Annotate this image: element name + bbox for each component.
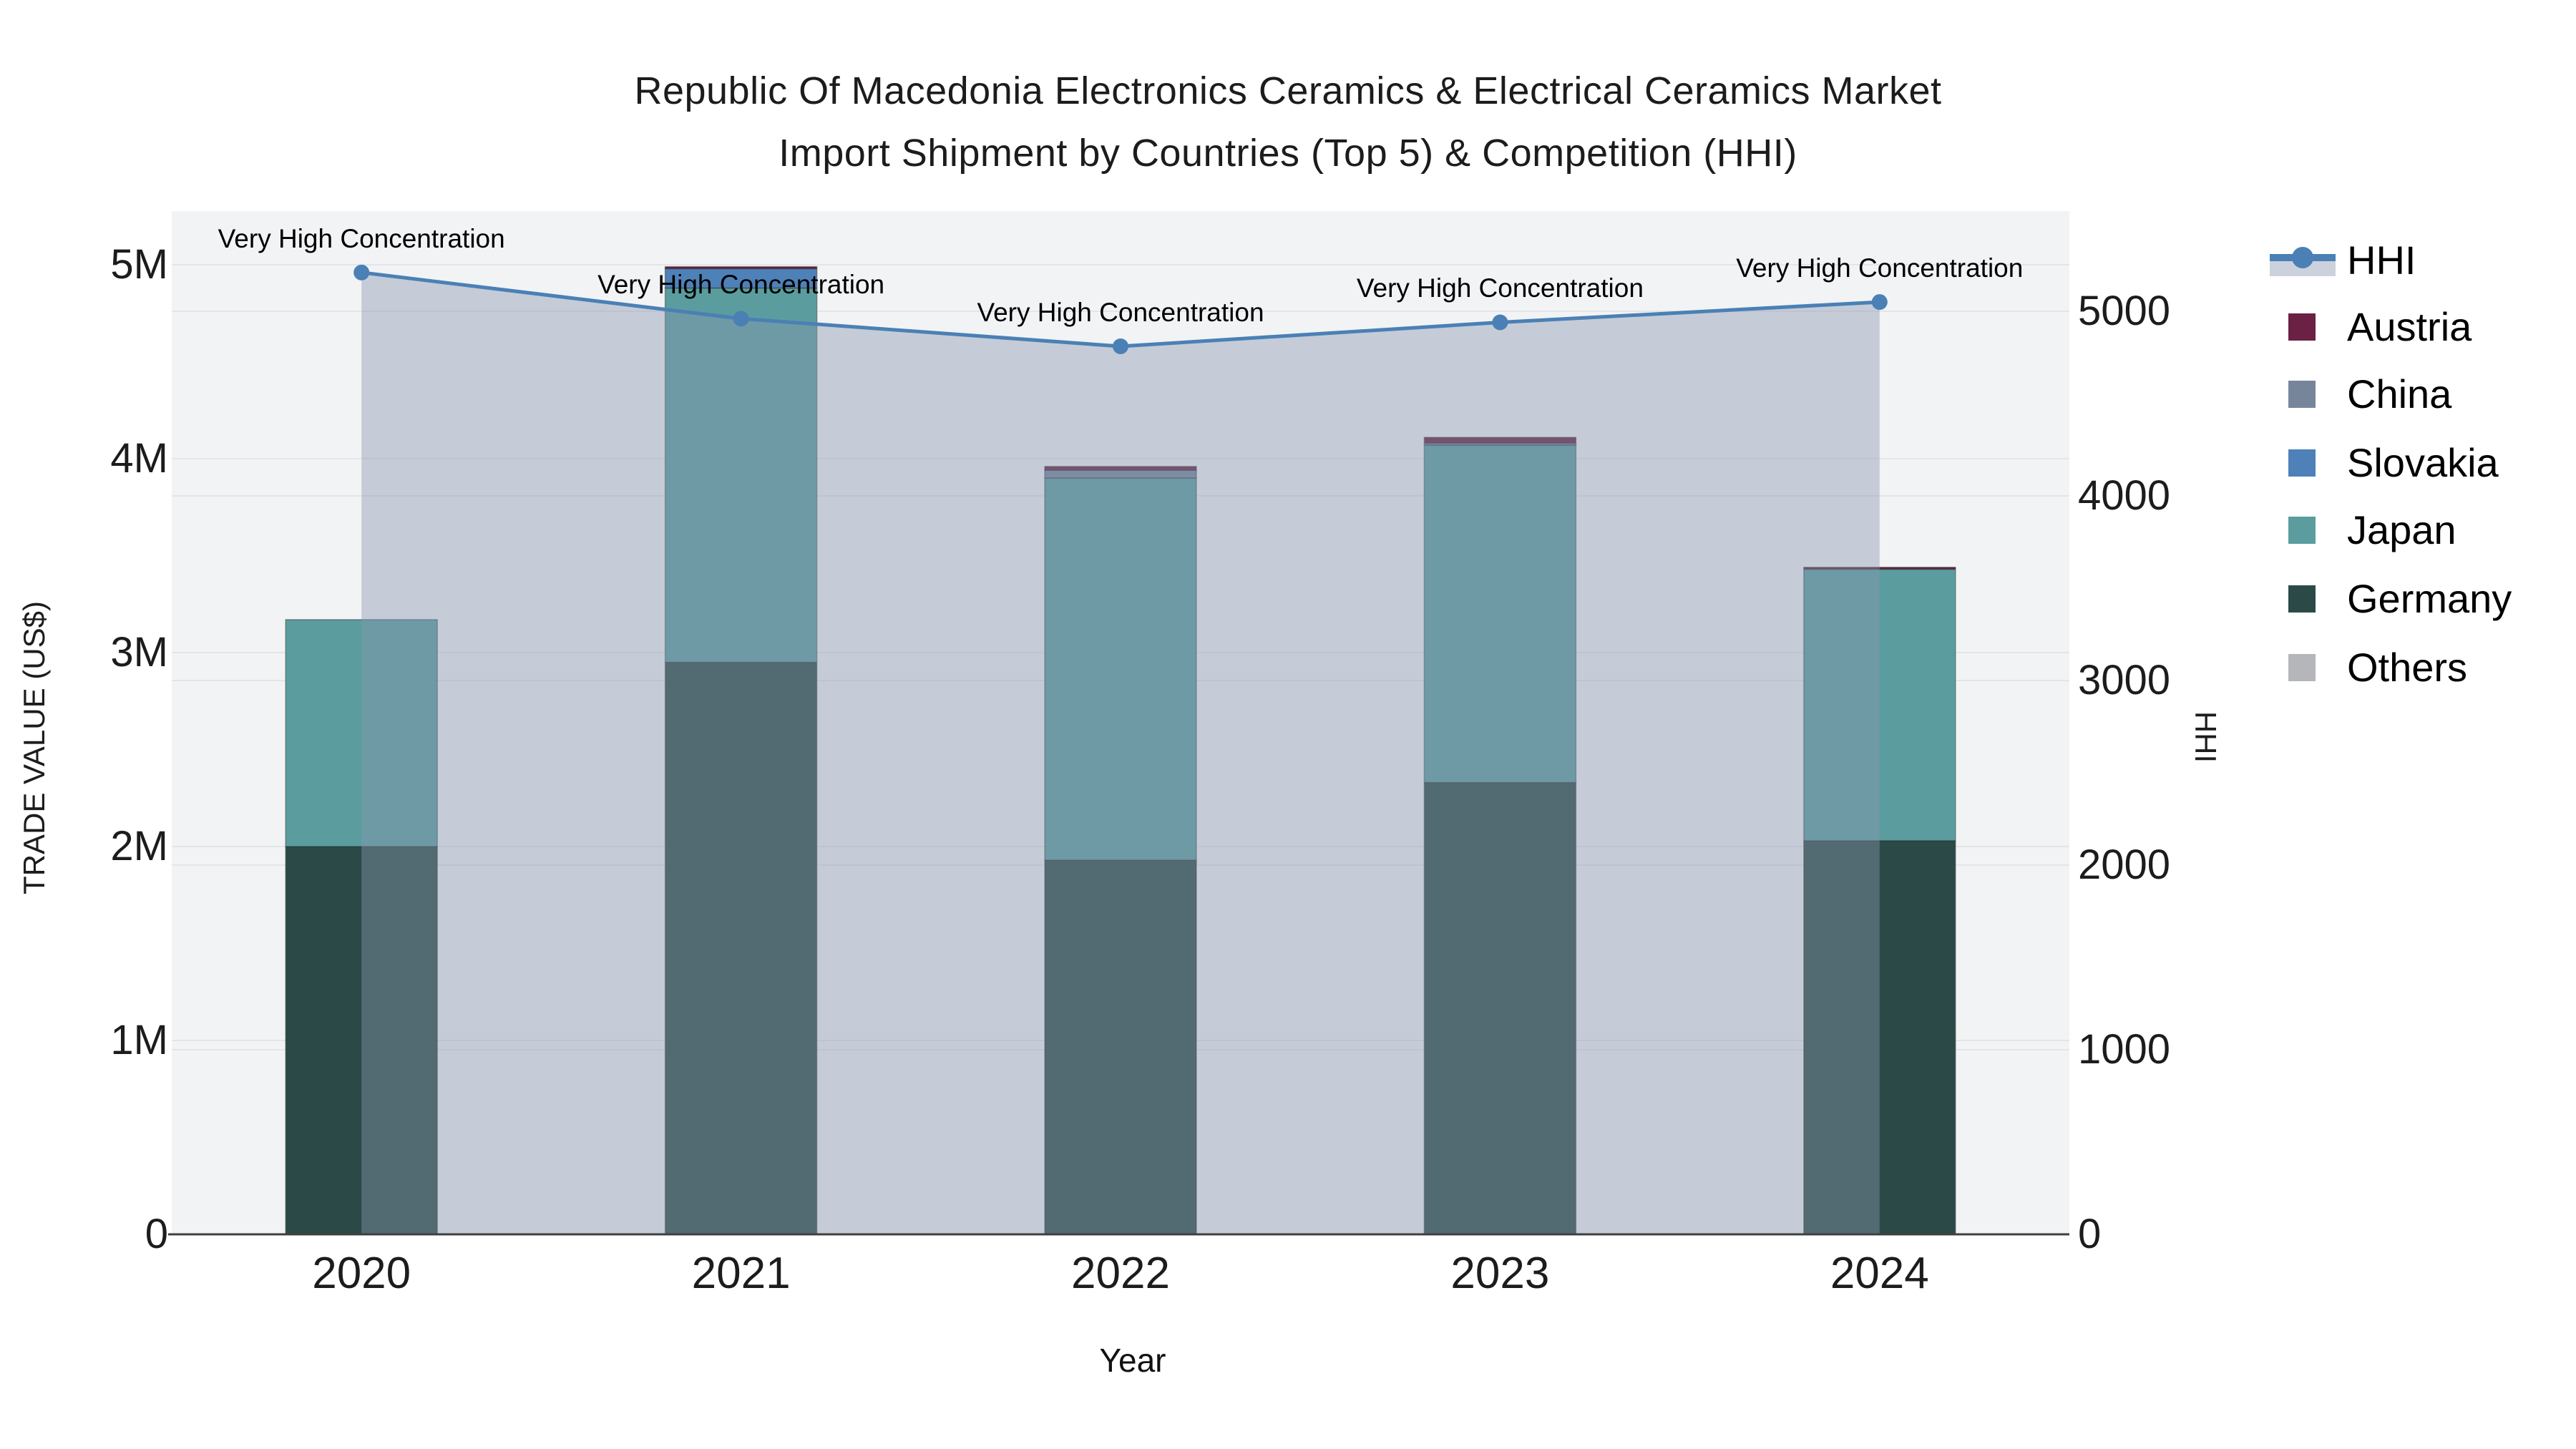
bar-segment-japan-2023[interactable]: [1423, 444, 1577, 784]
legend-item-japan[interactable]: Japan: [2347, 507, 2457, 552]
legend-item-others[interactable]: Others: [2347, 645, 2468, 690]
legend-swatch-japan: [2288, 517, 2316, 544]
legend-item-slovakia[interactable]: Slovakia: [2347, 440, 2499, 485]
y-left-tick-1M: 1M: [110, 1017, 168, 1063]
bar-segment-austria-2022[interactable]: [1044, 466, 1197, 472]
bar-segment-japan-2022[interactable]: [1044, 477, 1197, 861]
y-right-tick-2000: 2000: [2078, 841, 2171, 888]
y-right-tick-4000: 4000: [2078, 472, 2171, 519]
y-left-tick-4M: 4M: [110, 435, 168, 482]
bar-segment-austria-2024[interactable]: [1803, 567, 1956, 570]
x-axis-title: Year: [1099, 1342, 1166, 1379]
legend-swatch-others: [2288, 654, 2316, 681]
chart-title-line1: Republic Of Macedonia Electronics Cerami…: [634, 69, 1942, 112]
y-right-tick-0: 0: [2078, 1211, 2102, 1257]
annotation-very-high-concentration-2020: Very High Concentration: [218, 223, 505, 253]
y-right-tick-5000: 5000: [2078, 288, 2171, 334]
y-right-tick-3000: 3000: [2078, 657, 2171, 703]
legend-item-china[interactable]: China: [2347, 371, 2452, 416]
bar-segment-japan-2020[interactable]: [285, 619, 438, 847]
legend-item-hhi[interactable]: HHI: [2347, 238, 2416, 283]
x-tick-2020: 2020: [312, 1249, 411, 1298]
bar-segment-austria-2021[interactable]: [664, 265, 818, 270]
chart-title-line2: Import Shipment by Countries (Top 5) & C…: [779, 132, 1797, 175]
y-left-tick-2M: 2M: [110, 823, 168, 869]
legend-swatch-china: [2288, 381, 2316, 408]
hhi-point-2023[interactable]: [1492, 314, 1508, 331]
bar-segment-germany-2024[interactable]: [1803, 840, 1956, 1235]
y-left-tick-0: 0: [145, 1211, 168, 1257]
bar-segment-slovakia-2021[interactable]: [664, 268, 818, 289]
annotation-very-high-concentration-2023: Very High Concentration: [1356, 273, 1644, 303]
legend-item-austria[interactable]: Austria: [2347, 304, 2472, 349]
x-tick-2021: 2021: [691, 1249, 791, 1298]
annotation-very-high-concentration-2021: Very High Concentration: [597, 270, 885, 300]
bar-segment-japan-2024[interactable]: [1803, 568, 1956, 841]
legend-swatch-slovakia: [2288, 449, 2316, 477]
bar-segment-japan-2021[interactable]: [664, 287, 818, 663]
x-tick-2024: 2024: [1830, 1249, 1929, 1298]
y-left-tick-3M: 3M: [110, 629, 168, 675]
hhi-point-2020[interactable]: [353, 264, 370, 280]
bar-segment-germany-2020[interactable]: [285, 846, 438, 1235]
legend-swatch-hhi-marker: [2292, 247, 2313, 268]
x-tick-2022: 2022: [1071, 1249, 1170, 1298]
legend-swatch-austria: [2288, 313, 2316, 341]
hhi-point-2021[interactable]: [733, 311, 749, 327]
hhi-point-2024[interactable]: [1871, 294, 1888, 311]
bar-segment-germany-2021[interactable]: [664, 661, 818, 1235]
x-tick-2023: 2023: [1450, 1249, 1550, 1298]
hhi-point-2022[interactable]: [1113, 338, 1128, 355]
bar-segment-germany-2023[interactable]: [1423, 781, 1577, 1235]
legend-swatch-germany: [2288, 585, 2316, 613]
hhi-area-fill: [361, 272, 1880, 1234]
y-right-tick-1000: 1000: [2078, 1026, 2171, 1073]
y-left-tick-5M: 5M: [110, 241, 168, 288]
bar-segment-austria-2023[interactable]: [1423, 436, 1577, 444]
annotation-very-high-concentration-2024: Very High Concentration: [1736, 253, 2024, 283]
legend-item-germany[interactable]: Germany: [2347, 576, 2512, 621]
annotation-very-high-concentration-2022: Very High Concentration: [977, 298, 1264, 328]
bar-segment-germany-2022[interactable]: [1044, 859, 1197, 1235]
y-axis-right-title: HHI: [2189, 711, 2223, 763]
